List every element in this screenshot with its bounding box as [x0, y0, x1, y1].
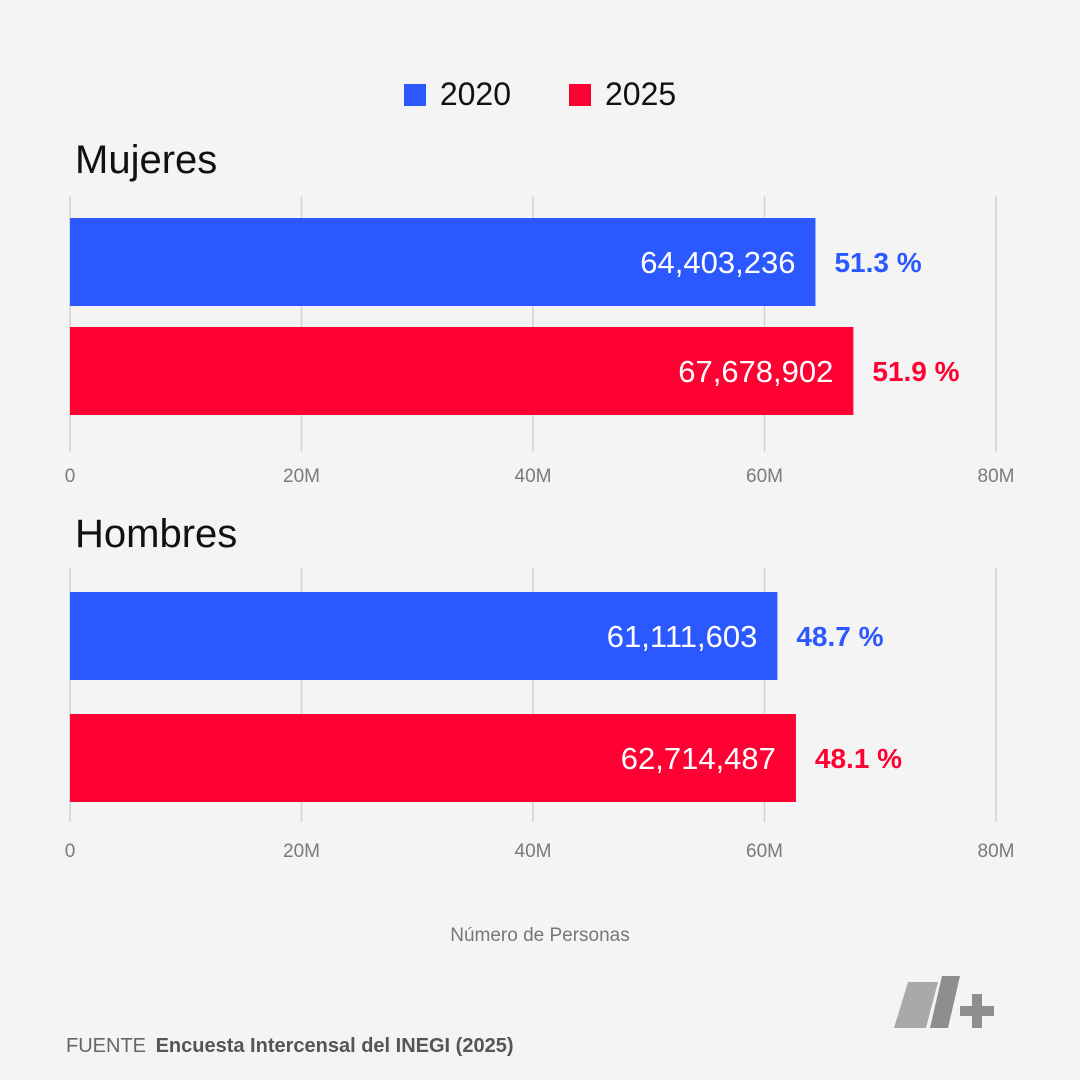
tick-label-mujeres-3: 60M — [746, 466, 783, 487]
source-note: FUENTE Encuesta Intercensal del INEGI (2… — [66, 1035, 513, 1058]
tick-label-hombres-3: 60M — [746, 841, 783, 862]
value-label-mujeres-2025: 67,678,902 — [678, 354, 833, 389]
legend-label-2020: 2020 — [439, 76, 511, 112]
n-plus-logo-icon — [894, 976, 994, 1028]
bar-mujeres-2020 — [70, 218, 816, 306]
pct-label-mujeres-2025: 51.9 % — [872, 356, 959, 387]
source-prefix: FUENTE — [66, 1035, 146, 1057]
legend-swatch-2025 — [569, 83, 591, 106]
tick-label-hombres-4: 80M — [978, 841, 1015, 862]
source-name: Encuesta Intercensal del INEGI (2025) — [155, 1035, 514, 1057]
pct-label-hombres-2025: 48.1 % — [815, 743, 902, 774]
legend-item-2020: 2020 — [403, 76, 511, 113]
tick-label-mujeres-1: 20M — [283, 466, 320, 487]
panel-title-mujeres: Mujeres — [75, 138, 218, 182]
pct-label-hombres-2020: 48.7 % — [796, 621, 883, 652]
bar-mujeres-2025 — [70, 327, 854, 415]
tick-label-mujeres-4: 80M — [978, 466, 1015, 487]
panel-title-hombres: Hombres — [75, 512, 238, 556]
legend-swatch-2020 — [403, 83, 426, 106]
pct-label-mujeres-2020: 51.3 % — [834, 247, 921, 278]
value-label-hombres-2020: 61,111,603 — [607, 619, 758, 654]
tick-label-hombres-2: 40M — [515, 841, 552, 862]
bar-hombres-2020 — [70, 592, 778, 680]
value-label-mujeres-2020: 64,403,236 — [640, 245, 795, 280]
tick-label-mujeres-0: 0 — [65, 466, 76, 487]
legend-label-2025: 2025 — [605, 76, 677, 112]
tick-label-hombres-0: 0 — [65, 841, 76, 862]
legend-item-2025: 2025 — [569, 76, 676, 113]
legend: 2020 2025 — [0, 76, 1080, 113]
bar-hombres-2025 — [70, 714, 796, 802]
x-axis-title: Número de Personas — [450, 925, 630, 946]
value-label-hombres-2025: 62,714,487 — [621, 741, 776, 776]
tick-label-hombres-1: 20M — [283, 841, 320, 862]
tick-label-mujeres-2: 40M — [515, 466, 552, 487]
